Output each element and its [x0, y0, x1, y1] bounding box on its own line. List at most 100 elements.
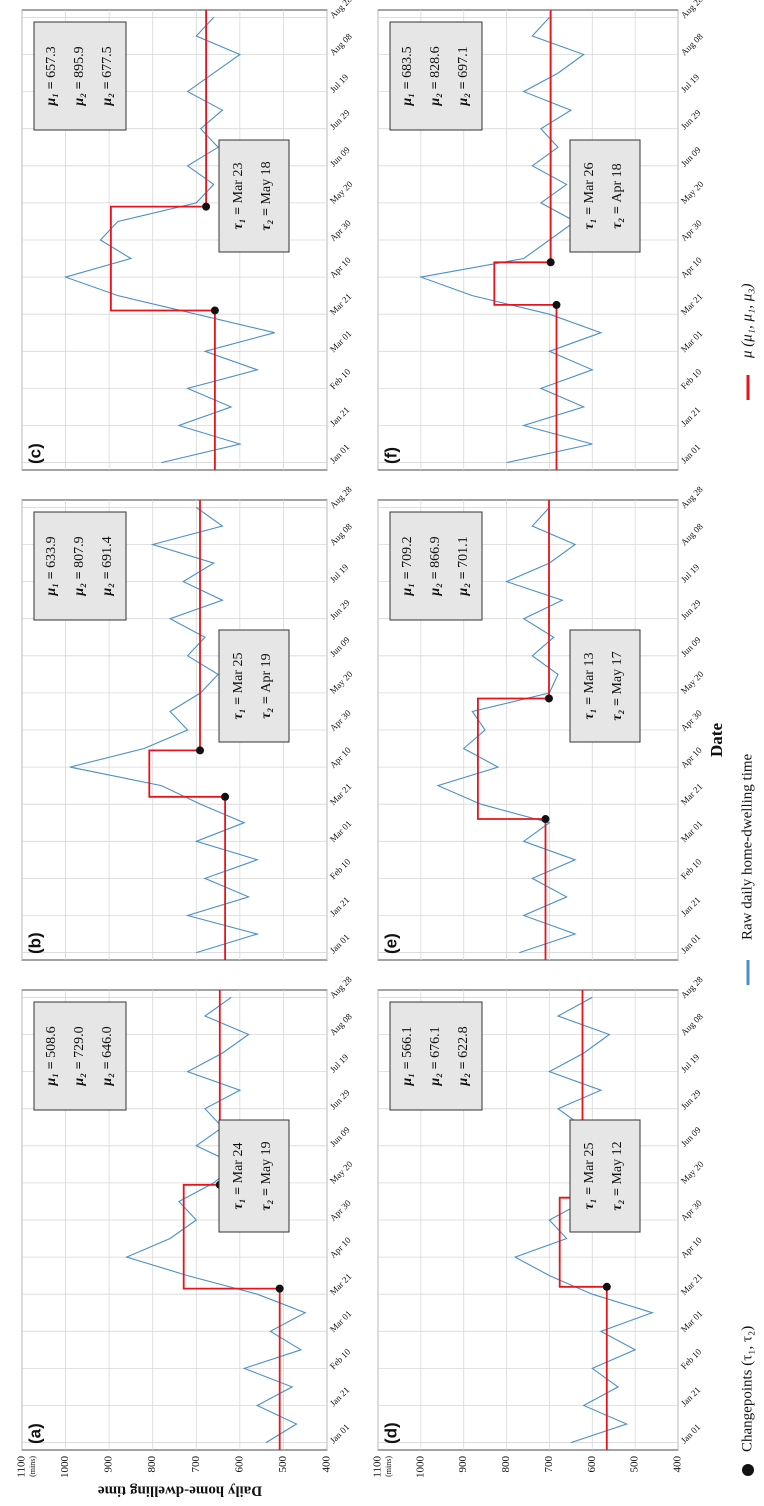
x-tick-label: Aug 08	[679, 1011, 705, 1037]
panel-label: (c)	[25, 443, 44, 464]
x-tick-label: Jan 01	[328, 1422, 352, 1446]
mu-name: μ₂ =	[72, 78, 87, 107]
y-tick-label: 900	[103, 1456, 115, 1473]
y-tick-label: 700	[543, 1456, 555, 1473]
x-tick-label: Aug 08	[679, 31, 705, 57]
x-tick-label: Mar 21	[328, 291, 354, 317]
mu-name: μ₂ =	[100, 1058, 115, 1087]
x-tick-label: Jan 21	[328, 895, 352, 919]
x-tick-label: Feb 10	[328, 856, 353, 881]
mu-name: μ₂ =	[456, 78, 471, 107]
x-tick-label: Jun 09	[679, 144, 703, 168]
x-tick-label: Jul 19	[679, 1052, 702, 1075]
mu-annotation: μ₂ = 866.9	[428, 536, 443, 596]
y-tick-label: 900	[457, 1456, 469, 1473]
y-unit: (mins)	[384, 1456, 393, 1477]
mu-box	[389, 1001, 483, 1111]
mu-name: μ₂ =	[100, 568, 115, 597]
mu-name: μ₂ =	[428, 78, 443, 107]
mu-value: 677.5	[100, 46, 115, 78]
x-tick-label: Feb 10	[328, 366, 353, 391]
x-tick-label: Aug 28	[328, 974, 354, 1000]
x-tick-label: Jan 21	[679, 1385, 703, 1409]
raw-line	[63, 17, 275, 464]
mu-name: μ₁ =	[44, 568, 59, 597]
raw-line	[436, 507, 577, 954]
tau-annotation: τ₂ = May 12	[610, 1141, 625, 1210]
x-tick-label: Aug 28	[679, 0, 705, 20]
tau-annotation: τ₂ = May 17	[610, 651, 625, 720]
tau-date: May 18	[259, 161, 274, 204]
mu-box	[33, 511, 127, 621]
tau-name: τ₁ =	[582, 693, 597, 719]
x-tick-label: Feb 10	[679, 366, 704, 391]
x-tick-label: Jul 19	[679, 562, 702, 585]
x-tick-label: Mar 01	[328, 819, 354, 845]
x-tick-label: Jun 29	[328, 107, 352, 131]
x-tick-label: Jun 29	[328, 597, 352, 621]
mu-value: 895.9	[72, 46, 87, 78]
mu-value: 807.9	[72, 536, 87, 568]
mu-value: 697.1	[456, 46, 471, 78]
mu-annotation: μ₂ = 622.8	[456, 1026, 471, 1086]
legend-label: μ (μ₁, μ₁, μ₃)	[739, 283, 755, 359]
tau-date: May 12	[610, 1141, 625, 1184]
mu-name: μ₂ =	[428, 568, 443, 597]
mu-value: 729.0	[72, 1026, 87, 1058]
tau-box	[218, 1119, 290, 1233]
y-tick-label: 600	[586, 1456, 598, 1473]
x-tick-label: Apr 30	[679, 1198, 704, 1223]
x-tick-label: Apr 30	[328, 218, 353, 243]
changepoint	[275, 1284, 284, 1293]
x-tick-label: Apr 30	[679, 708, 704, 733]
tau-date: Mar 25	[231, 653, 246, 694]
mu-annotation: μ₂ = 729.0	[72, 1026, 87, 1086]
legend-label: Changepoints (τ₁, τ₂)	[739, 1326, 755, 1452]
mu-name: μ₁ =	[400, 568, 415, 597]
tau-annotation: τ₂ = Apr 19	[259, 653, 274, 718]
x-tick-label: Apr 30	[679, 218, 704, 243]
mu-annotation: μ₁ = 508.6	[44, 1026, 59, 1086]
tau-date: Mar 25	[582, 1143, 597, 1184]
tau-date: May 19	[259, 1141, 274, 1184]
tau-name: τ₂ =	[610, 1185, 625, 1211]
x-tick-label: Jun 09	[328, 634, 352, 658]
legend-label: Raw daily home-dwelling time	[739, 753, 755, 940]
x-tick-label: Feb 10	[679, 1346, 704, 1371]
mu-annotation: μ₁ = 657.3	[44, 46, 59, 106]
mu-annotation: μ₂ = 676.1	[428, 1026, 443, 1086]
mean-line	[477, 500, 550, 960]
changepoint	[541, 815, 550, 824]
mu-annotation: μ₁ = 709.2	[400, 536, 415, 596]
x-tick-label: Apr 30	[328, 1198, 353, 1223]
mu-value: 633.9	[44, 536, 59, 568]
mu-annotation: μ₂ = 895.9	[72, 46, 87, 106]
panel-label: (a)	[25, 1423, 44, 1444]
x-tick-label: Aug 08	[679, 521, 705, 547]
panel-label: (b)	[25, 932, 44, 954]
tau-box	[218, 629, 290, 743]
x-tick-label: Jan 01	[679, 442, 703, 466]
x-tick-label: Jul 19	[328, 1052, 351, 1075]
mu-name: μ₁ =	[400, 78, 415, 107]
legend-marker	[742, 1464, 754, 1476]
tau-name: τ₂ =	[610, 695, 625, 721]
raw-line	[69, 506, 260, 954]
x-tick-label: Jun 09	[679, 634, 703, 658]
mu-annotation: μ₂ = 807.9	[72, 536, 87, 596]
mu-annotation: μ₂ = 701.1	[456, 536, 471, 596]
x-axis-title: Date	[707, 723, 726, 757]
x-tick-label: Feb 10	[328, 1346, 353, 1371]
mu-value: 646.0	[100, 1026, 115, 1058]
y-tick-label: 800	[146, 1456, 158, 1473]
x-tick-label: Jul 19	[679, 72, 702, 95]
x-tick-label: Mar 01	[328, 329, 354, 355]
tau-box	[569, 1119, 641, 1233]
changepoint	[552, 300, 561, 309]
x-tick-label: Aug 08	[328, 31, 354, 57]
mu-name: μ₂ =	[428, 1058, 443, 1087]
x-tick-label: Mar 21	[679, 291, 705, 317]
mu-name: μ₂ =	[72, 1058, 87, 1087]
tau-date: May 17	[610, 651, 625, 694]
y-tick-label: 800	[500, 1456, 512, 1473]
